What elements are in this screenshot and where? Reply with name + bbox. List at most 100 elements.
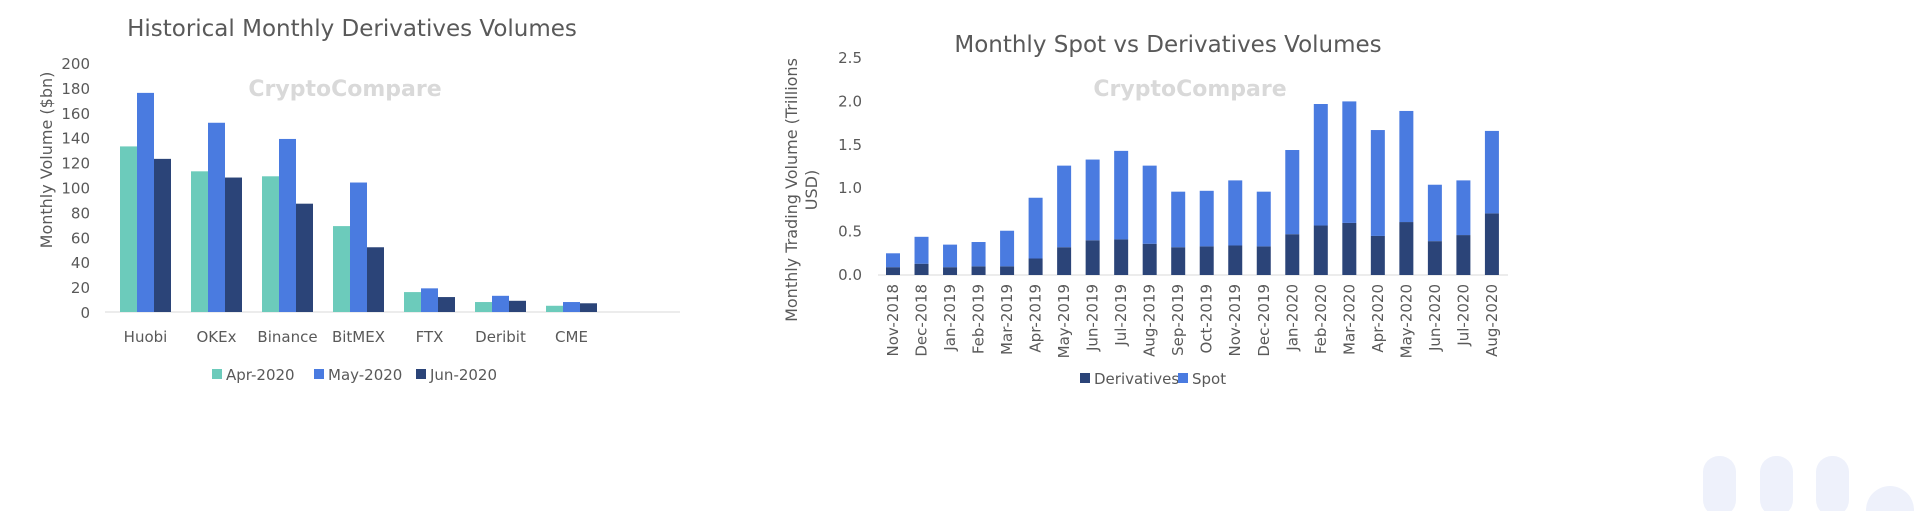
y-tick-label: 60: [71, 229, 90, 247]
x-tick-label: Apr-2020: [1369, 284, 1387, 353]
bar-derivatives: [1171, 247, 1186, 275]
bar-spot: [1313, 104, 1328, 226]
bar-spot: [1456, 180, 1471, 236]
bar-jun-2020: [296, 203, 313, 312]
chart-title: Historical Monthly Derivatives Volumes: [127, 16, 577, 42]
bar-apr-2020: [191, 171, 208, 312]
y-tick-label: 20: [71, 279, 90, 297]
y-tick-label: 0.0: [838, 266, 862, 284]
bar-spot: [1171, 191, 1186, 248]
spot-vs-derivatives-chart: Monthly Spot vs Derivatives Volumes Cryp…: [782, 32, 1508, 388]
bar-derivatives: [914, 263, 929, 275]
bar-spot: [1114, 150, 1129, 240]
bar-spot: [1228, 180, 1243, 246]
chart-title: Monthly Spot vs Derivatives Volumes: [954, 32, 1381, 58]
bar-derivatives: [971, 266, 986, 275]
x-tick-label: FTX: [416, 328, 444, 346]
bar-may-2020: [492, 295, 509, 312]
y-axis-label-line: Monthly Trading Volume (Trillions: [782, 58, 801, 322]
bar-may-2020: [137, 92, 154, 312]
x-tick-label: Mar-2019: [998, 284, 1016, 355]
historical-derivatives-chart: Historical Monthly Derivatives Volumes C…: [37, 16, 680, 384]
bar-may-2020: [208, 122, 225, 312]
legend-label: Spot: [1192, 370, 1226, 388]
bar-spot: [886, 253, 900, 268]
bar-derivatives: [1085, 240, 1100, 275]
bar-derivatives: [1285, 234, 1300, 275]
bar-may-2020: [563, 302, 580, 312]
y-tick-label: 1.0: [838, 179, 862, 197]
bar-spot: [1256, 191, 1271, 247]
x-tick-label: Jun-2019: [1084, 284, 1102, 352]
x-tick-label: Jan-2019: [941, 284, 959, 352]
bar-may-2020: [279, 138, 296, 312]
watermark: CryptoCompare: [248, 77, 441, 102]
y-tick-label: 200: [61, 55, 90, 73]
legend-swatch: [314, 369, 324, 379]
bar-may-2020: [421, 288, 438, 312]
decor-pill: [1703, 456, 1736, 511]
bar-spot: [1427, 184, 1442, 242]
legend-label: Jun-2020: [429, 366, 497, 384]
y-axis-label-line: USD): [802, 170, 821, 210]
y-tick-label: 80: [71, 204, 90, 222]
bar-spot: [1399, 110, 1414, 223]
legend-label: Derivatives: [1094, 370, 1179, 388]
decor-pill: [1816, 456, 1849, 511]
bar-apr-2020: [333, 226, 350, 312]
x-tick-label: Feb-2019: [970, 284, 988, 354]
bar-jun-2020: [225, 177, 242, 312]
x-tick-label: Dec-2019: [1255, 284, 1273, 357]
bar-derivatives: [1427, 241, 1442, 275]
bar-derivatives: [1456, 235, 1471, 275]
x-tick-label: Huobi: [124, 328, 168, 346]
x-tick-label: OKEx: [197, 328, 237, 346]
x-tick-label: Jul-2019: [1112, 284, 1130, 347]
bar-spot: [1085, 159, 1100, 241]
x-tick-label: Aug-2020: [1483, 284, 1501, 357]
bar-spot: [1370, 130, 1385, 236]
x-tick-label: Aug-2019: [1141, 284, 1159, 357]
bar-spot: [1199, 190, 1214, 247]
x-tick-label: May-2020: [1397, 284, 1415, 358]
bar-apr-2020: [475, 302, 492, 312]
bar-apr-2020: [120, 146, 137, 312]
bar-spot: [1000, 230, 1015, 267]
bar-jun-2020: [580, 303, 597, 312]
bar-derivatives: [1114, 239, 1129, 275]
y-tick-label: 40: [71, 254, 90, 272]
y-axis-label: Monthly Volume ($bn): [37, 72, 56, 249]
legend-label: Apr-2020: [226, 366, 295, 384]
bar-derivatives: [1000, 266, 1015, 275]
bar-spot: [1484, 130, 1499, 214]
bar-derivatives: [1256, 246, 1271, 275]
bar-derivatives: [886, 267, 900, 275]
x-tick-label: Dec-2018: [913, 284, 931, 357]
legend-swatch: [212, 369, 222, 379]
y-tick-label: 0.5: [838, 223, 862, 241]
bar-spot: [1142, 165, 1157, 244]
bar-derivatives: [1142, 243, 1157, 275]
legend-swatch: [416, 369, 426, 379]
x-tick-label: Nov-2018: [884, 284, 902, 356]
x-tick-label: Jan-2020: [1283, 284, 1301, 352]
y-tick-label: 140: [61, 130, 90, 148]
x-tick-label: Deribit: [475, 328, 526, 346]
bar-may-2020: [350, 182, 367, 312]
x-tick-label: Feb-2020: [1312, 284, 1330, 354]
bar-apr-2020: [262, 176, 279, 312]
y-tick-label: 160: [61, 105, 90, 123]
bar-spot: [943, 244, 958, 268]
y-tick-label: 2.0: [838, 92, 862, 110]
watermark: CryptoCompare: [1093, 77, 1286, 102]
bar-jun-2020: [367, 247, 384, 312]
legend-swatch: [1080, 373, 1090, 383]
bar-spot: [1028, 197, 1043, 259]
y-tick-label: 100: [61, 180, 90, 198]
bar-derivatives: [1370, 235, 1385, 275]
decor-circle: [1866, 486, 1914, 511]
x-tick-label: BitMEX: [332, 328, 385, 346]
bar-apr-2020: [404, 292, 421, 312]
x-tick-label: Apr-2019: [1027, 284, 1045, 353]
